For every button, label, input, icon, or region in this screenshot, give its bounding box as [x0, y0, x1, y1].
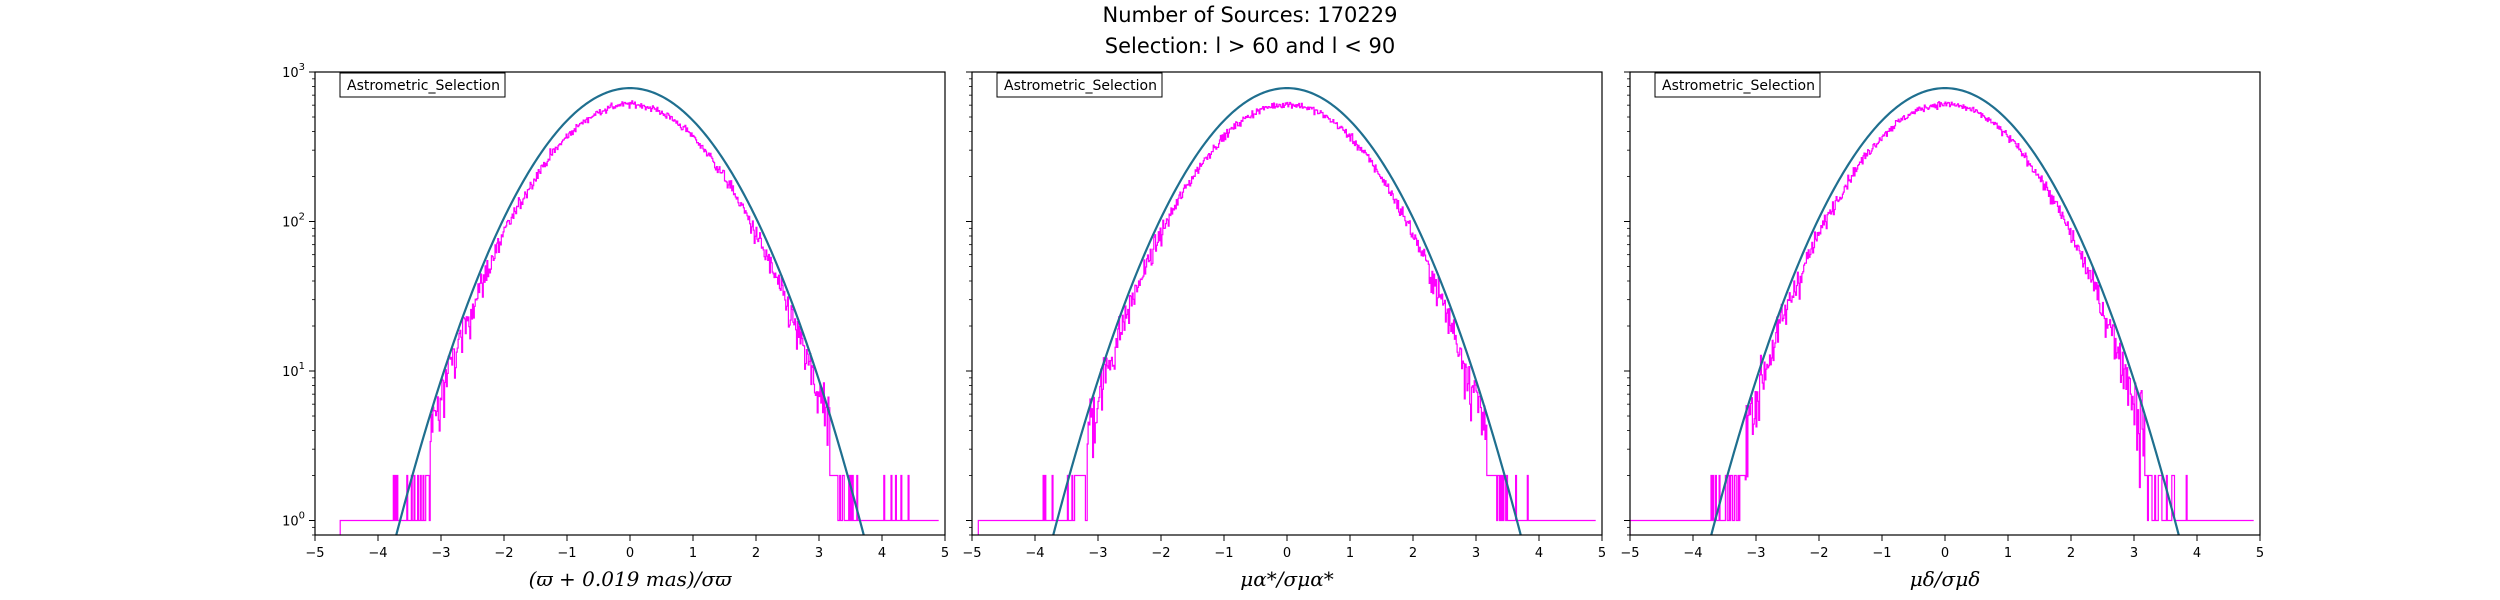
x-tick-label: −4: [1025, 546, 1044, 561]
x-tick-label: −2: [1151, 546, 1170, 561]
x-tick-label: 4: [2193, 546, 2201, 561]
model-curve: [1710, 87, 2180, 535]
x-tick-label: −5: [305, 546, 324, 561]
x-tick-label: 2: [752, 546, 760, 561]
x-tick-label: 5: [2256, 546, 2264, 561]
legend-label: Astrometric_Selection: [1004, 78, 1157, 94]
x-tick-label: 1: [1346, 546, 1354, 561]
x-tick-label: 2: [1409, 546, 1417, 561]
x-tick-label: 0: [1283, 546, 1291, 561]
x-tick-label: 1: [2004, 546, 2012, 561]
x-tick-label: −4: [368, 546, 387, 561]
x-tick-label: −2: [494, 546, 513, 561]
x-tick-label: −1: [1214, 546, 1233, 561]
axes-frame: [314, 71, 946, 536]
x-tick-label: 0: [626, 546, 634, 561]
figure-title-sources: Number of Sources: 170229: [1102, 3, 1398, 27]
x-tick-label: 5: [941, 546, 949, 561]
x-axis-label: μα*/σμα*: [1240, 567, 1333, 591]
legend-label: Astrometric_Selection: [347, 78, 500, 94]
legend: Astrometric_Selection: [339, 72, 506, 98]
y-tick-label: 100: [282, 511, 305, 530]
x-tick-label: 4: [1535, 546, 1543, 561]
x-tick-label: −3: [431, 546, 450, 561]
x-tick-label: −5: [962, 546, 981, 561]
x-tick-label: 3: [815, 546, 823, 561]
x-tick-label: 1: [689, 546, 697, 561]
x-tick-label: −3: [1088, 546, 1107, 561]
legend-label: Astrometric_Selection: [1662, 78, 1815, 94]
x-tick-label: −1: [557, 546, 576, 561]
histogram-series: [977, 101, 1596, 535]
x-tick-label: 5: [1598, 546, 1606, 561]
legend: Astrometric_Selection: [996, 72, 1163, 98]
x-tick-label: 4: [878, 546, 886, 561]
x-tick-label: −2: [1809, 546, 1828, 561]
figure-title-selection: Selection: l > 60 and l < 90: [1104, 34, 1396, 58]
x-axis-label: (ϖ + 0.019 mas)/σϖ: [529, 567, 733, 591]
x-tick-label: −4: [1683, 546, 1702, 561]
x-tick-label: 2: [2067, 546, 2075, 561]
histogram-series: [1630, 101, 2254, 535]
histogram-series: [339, 100, 939, 535]
model-curve: [395, 87, 865, 535]
model-curve: [1052, 87, 1522, 535]
y-tick-label: 101: [282, 361, 305, 380]
y-tick-label: 103: [282, 62, 305, 81]
x-tick-label: 3: [1472, 546, 1480, 561]
y-tick-label: 102: [282, 212, 305, 231]
x-axis-label: μδ/σμδ: [1910, 567, 1980, 591]
panel-pmdec: −5 −4 −3 −2 −1 0 1 2 3 4 5 Astrometric_Selection μδ/…: [1620, 71, 2264, 591]
x-tick-label: 3: [2130, 546, 2138, 561]
panel-pmra: −5 −4 −3 −2 −1 0 1 2 3 4 5 Astrometric_Selection μα*…: [962, 71, 1606, 591]
panel-parallax: −5 −4 −3 −2 −1 0 1 2 3 4 5 100 101 102 103 Astrometric_…: [282, 62, 949, 591]
axes-frame: [1629, 71, 2261, 536]
legend: Astrometric_Selection: [1654, 72, 1821, 98]
axes-frame: [971, 71, 1603, 536]
x-tick-label: 0: [1941, 546, 1949, 561]
x-tick-label: −3: [1746, 546, 1765, 561]
x-tick-label: −1: [1872, 546, 1891, 561]
x-tick-label: −5: [1620, 546, 1639, 561]
